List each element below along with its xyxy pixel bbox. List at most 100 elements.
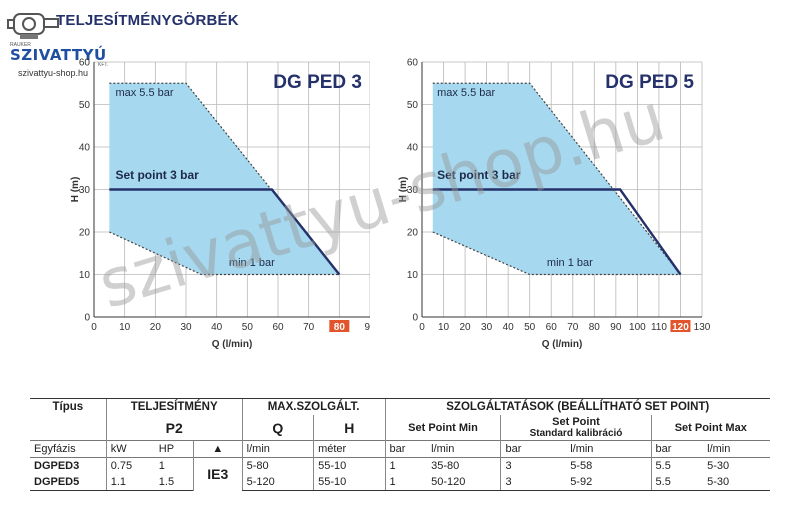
x-tick-label: 20 xyxy=(150,322,162,333)
unit-min-bar: bar xyxy=(384,440,428,458)
max-pressure-curve xyxy=(432,82,681,275)
unit-q: l/min xyxy=(241,440,314,458)
x-tick-label: 30 xyxy=(481,322,493,333)
x-axis-label: Q (l/min) xyxy=(542,339,583,350)
table-header-row: Típus TELJESÍTMÉNY MAX.SZOLGÁLT. SZOLGÁL… xyxy=(30,398,770,415)
row-h: 55-10 xyxy=(313,457,386,474)
row-min-bar: 1 xyxy=(384,474,428,491)
y-tick-label: 60 xyxy=(79,58,91,69)
x-tick-label: 90 xyxy=(610,322,622,333)
row-max-bar: 5.5 xyxy=(650,474,704,491)
logo-brand: SZIVATTYÚ xyxy=(10,46,107,64)
row-sp-bar: 3 xyxy=(500,457,567,474)
y-tick-label: 20 xyxy=(407,228,419,239)
table-row: DGPED3 0.75 1 IE3 5-80 55-10 1 35-80 3 5… xyxy=(30,457,770,491)
unit-sp-lmin: l/min xyxy=(566,440,652,458)
header-sp-std: Set Point Standard kalibráció xyxy=(500,415,652,441)
annotation-label: max 5.5 bar xyxy=(115,87,173,99)
y-tick-label: 30 xyxy=(407,185,419,196)
header-h: H xyxy=(313,415,386,441)
x-tick-label: 50 xyxy=(242,322,254,333)
table-subheader-row: P2 Q H Set Point Min Set Point Standard k… xyxy=(30,415,770,441)
x-tick-label: 0 xyxy=(419,322,425,333)
triangle-icon: ▲ xyxy=(192,440,243,458)
set-point-curve xyxy=(109,188,341,276)
logo-small-text: RAUKER xyxy=(10,42,31,48)
x-tick-label: 20 xyxy=(460,322,472,333)
row-max-lmin: 5-30 xyxy=(703,457,770,474)
unit-max-lmin: l/min xyxy=(703,440,770,458)
spec-table: Típus TELJESÍTMÉNY MAX.SZOLGÁLT. SZOLGÁL… xyxy=(30,398,770,491)
row-sp-bar: 3 xyxy=(500,474,567,491)
x-tick-label: 80 xyxy=(589,322,601,333)
logo: RAUKER SZIVATTYÚ KFT. szivattyu-shop.hu xyxy=(6,6,116,78)
page-heading: TELJESÍTMÉNYGÖRBÉK xyxy=(56,12,239,29)
row-name: DGPED5 xyxy=(30,474,107,491)
y-tick-label: 10 xyxy=(79,270,91,281)
unit-hp: HP xyxy=(154,440,194,458)
x-tick-label: 80 xyxy=(334,322,346,333)
header-q: Q xyxy=(241,415,314,441)
row-min-lmin: 50-120 xyxy=(427,474,501,491)
x-tick-label: 120 xyxy=(672,322,689,333)
unit-h: méter xyxy=(313,440,386,458)
highlight-badge xyxy=(670,320,691,332)
unit-kw: kW xyxy=(105,440,155,458)
annotation-label: min 1 bar xyxy=(547,257,593,269)
min-pressure-curve xyxy=(432,231,681,276)
units-label: Egyfázis xyxy=(30,440,107,458)
y-tick-label: 20 xyxy=(79,228,91,239)
x-tick-label: 110 xyxy=(651,322,667,333)
row-hp: 1 xyxy=(154,457,194,474)
highlight-badge xyxy=(329,320,350,332)
table-units-row: Egyfázis kW HP ▲ l/min méter bar l/min b… xyxy=(30,440,770,458)
x-tick-label: 30 xyxy=(180,322,192,333)
header-tipus: Típus xyxy=(30,398,107,415)
y-axis-label: H (m) xyxy=(398,177,409,203)
y-tick-label: 50 xyxy=(79,100,91,111)
row-h: 55-10 xyxy=(313,474,386,491)
x-tick-label: 0 xyxy=(91,322,97,333)
empty-cell xyxy=(30,415,106,441)
row-kw: 1.1 xyxy=(105,474,155,491)
x-tick-label: 40 xyxy=(211,322,223,333)
unit-sp-bar: bar xyxy=(500,440,567,458)
x-axis-label: Q (l/min) xyxy=(212,339,253,350)
min-pressure-curve xyxy=(109,231,340,276)
header-sp-max: Set Point Max xyxy=(650,415,770,441)
annotation-label: min 1 bar xyxy=(229,257,275,269)
row-q: 5-120 xyxy=(241,474,314,491)
y-axis-label: H (m) xyxy=(70,177,81,203)
annotation-label: Set point 3 bar xyxy=(437,168,521,182)
logo-url: szivattyu-shop.hu xyxy=(18,68,89,78)
logo-kft: KFT. xyxy=(98,62,109,68)
header-szolgaltatasok: SZOLGÁLTATÁSOK (BEÁLLÍTHATÓ SET POINT) xyxy=(384,398,770,415)
header-sp: Set Point xyxy=(552,416,600,428)
row-min-lmin: 35-80 xyxy=(427,457,501,474)
x-tick-label: 100 xyxy=(629,322,646,333)
row-hp: 1.5 xyxy=(154,474,194,491)
header-sp-min: Set Point Min xyxy=(384,415,501,441)
header-p2: P2 xyxy=(105,415,243,441)
header-sp-std-sub: Standard kalibráció xyxy=(529,428,623,439)
y-tick-label: 0 xyxy=(84,313,90,324)
x-tick-label: 40 xyxy=(503,322,515,333)
x-tick-label: 60 xyxy=(272,322,284,333)
header-max-szolgalt: MAX.SZOLGÁLT. xyxy=(241,398,386,415)
x-tick-label: 70 xyxy=(303,322,315,333)
table-row: DGPED5 1.1 1.5 5-120 55-10 1 50-120 3 5-… xyxy=(30,474,770,491)
row-kw: 0.75 xyxy=(105,457,155,474)
operating-area xyxy=(432,83,681,275)
y-tick-label: 0 xyxy=(412,313,418,324)
operating-area xyxy=(109,83,340,275)
x-tick-label: 10 xyxy=(438,322,450,333)
y-tick-label: 60 xyxy=(407,58,419,69)
y-tick-label: 50 xyxy=(407,100,419,111)
y-tick-label: 40 xyxy=(79,143,91,154)
annotation-label: Set point 3 bar xyxy=(115,168,199,182)
row-max-lmin: 5-30 xyxy=(703,474,770,491)
chart-dg-ped-3: 0 10 20 30 40 50 60 70 80 90 0 10 20 30 40 50 60 DG PED 3… xyxy=(70,58,370,350)
x-tick-label: 50 xyxy=(524,322,536,333)
ie-class: IE3 xyxy=(192,457,243,491)
row-sp-lmin: 5-58 xyxy=(566,457,652,474)
